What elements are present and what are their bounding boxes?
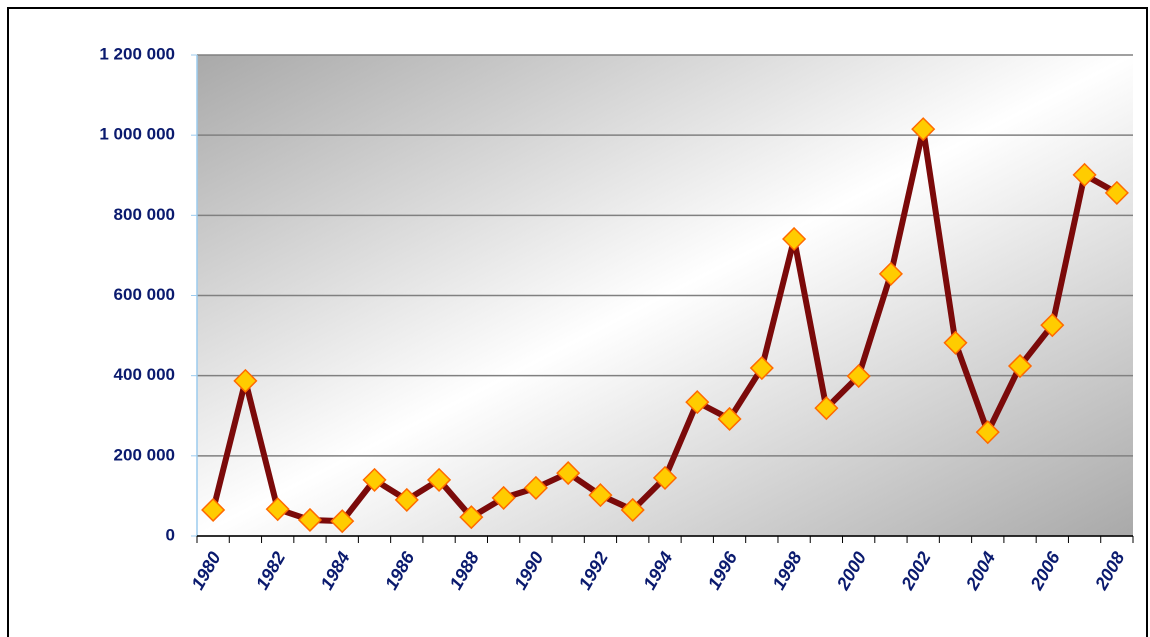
marker [523,475,548,500]
marker [620,497,645,523]
y-tick-label: 600 000 [114,285,175,304]
marker [588,483,613,508]
marker [878,261,903,286]
marker [330,509,355,534]
marker [652,465,678,490]
marker [394,487,419,512]
marker [459,505,484,530]
marker [846,364,871,389]
marker [782,226,807,252]
marker [717,406,742,432]
marker [201,497,226,523]
marker [1072,162,1097,187]
y-tick-label: 0 [166,525,175,544]
marker [556,461,581,486]
marker [265,497,290,522]
marker [911,117,936,142]
marker [749,355,774,381]
marker [1040,313,1065,338]
marker [362,467,387,492]
marker [1104,180,1129,205]
y-tick-label: 200 000 [114,445,175,464]
marker [233,368,258,393]
y-tick-label: 400 000 [114,365,175,384]
marker [943,330,968,355]
marker [814,396,839,421]
marker [975,420,1000,445]
marker [427,467,452,492]
marker [297,507,323,533]
marker [491,485,516,510]
marker [685,390,710,415]
y-tick-label: 1 000 000 [99,125,175,144]
y-tick-label: 800 000 [114,205,175,224]
marker [1007,353,1033,379]
y-tick-label: 1 200 000 [99,44,175,63]
